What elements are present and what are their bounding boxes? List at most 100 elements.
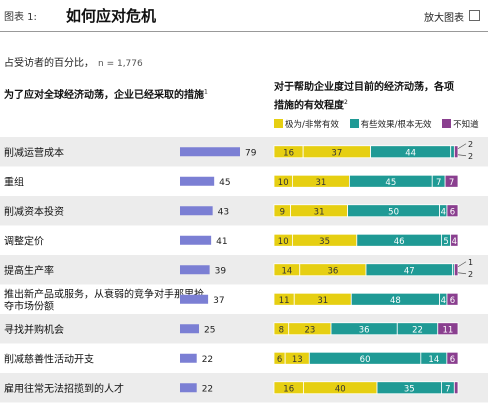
category-label: 推出新产品或服务，从衰弱的竞争对手那里抢 [4, 287, 204, 300]
category-label: 提高生产率 [4, 264, 54, 277]
sample-size: n = 1,776 [98, 59, 143, 69]
header-divider [0, 31, 488, 32]
segment-value-label: 13 [292, 355, 303, 365]
segment-value-label: 44 [405, 148, 416, 158]
segment-value-label: 11 [442, 325, 453, 335]
segment-value-label: 23 [304, 325, 315, 335]
measure-bar [180, 353, 197, 363]
segment-value-label: 9 [280, 207, 285, 217]
legend-swatch [442, 119, 452, 128]
effectiveness-segment [444, 174, 459, 188]
legend-swatch [274, 119, 283, 128]
category-label: 调整定价 [4, 234, 44, 247]
effectiveness-segment [446, 204, 459, 218]
segment-value-label: 47 [404, 266, 415, 276]
measure-value-label: 25 [204, 325, 215, 335]
measure-value-label: 45 [219, 178, 230, 188]
enlarge-chart-link[interactable]: 放大图表 [424, 13, 464, 24]
segment-value-label: 10 [278, 237, 289, 247]
subtitle-text: 占受访者的百分比， [4, 58, 94, 69]
measure-value-label: 79 [245, 148, 257, 158]
segment-value-label: 31 [314, 207, 325, 217]
segment-value-label: 22 [412, 325, 423, 335]
segment-value-label: 45 [385, 178, 396, 188]
measure-bar [180, 235, 212, 245]
callout-value-label: 1 [468, 258, 473, 267]
segment-value-label: 16 [283, 384, 294, 394]
segment-value-label: 46 [394, 237, 405, 247]
legend-item-somewhat: 有些效果/根本无效 [349, 119, 432, 130]
segment-value-label: 4 [441, 207, 446, 217]
effectiveness-segment [437, 322, 459, 336]
segment-value-label: 5 [443, 237, 448, 247]
segment-value-label: 16 [283, 148, 294, 158]
legend-label: 极为/非常有效 [285, 120, 339, 130]
segment-value-label: 8 [279, 325, 284, 335]
category-label: 削减慈善性活动开支 [4, 352, 94, 365]
callout-line [457, 154, 467, 157]
segment-value-label: 37 [331, 148, 342, 158]
callout-value-label: 2 [468, 270, 473, 279]
category-label: 削减运营成本 [4, 146, 64, 159]
effectiveness-segment [450, 233, 459, 247]
segment-value-label: 36 [359, 325, 370, 335]
left-chart-title-text: 为了应对全球经济动荡，企业已经采取的措施 [4, 90, 204, 101]
effectiveness-segment [446, 292, 459, 306]
right-chart-title: 对于帮助企业度过目前的经济动荡，各项 措施的有效程度2 [274, 80, 454, 113]
measure-value-label: 37 [213, 296, 224, 306]
effectiveness-segment [453, 263, 459, 277]
segment-value-label: 36 [327, 266, 338, 276]
segment-value-label: 7 [436, 178, 441, 188]
measure-bar [180, 265, 210, 275]
header: 图表 1: 如何应对危机 放大图表 [0, 0, 488, 30]
effectiveness-segment [453, 381, 459, 395]
callout-line [457, 261, 467, 268]
segment-value-label: 6 [277, 355, 282, 365]
measure-bar [180, 206, 213, 216]
segment-value-label: 60 [360, 355, 371, 365]
measure-bar [180, 383, 197, 393]
segment-value-label: 31 [317, 296, 328, 306]
legend-item-dont-know: 不知道 [442, 119, 479, 130]
segment-value-label: 6 [450, 355, 455, 365]
segment-value-label: 31 [316, 178, 327, 188]
segment-value-label: 6 [450, 296, 455, 306]
segment-value-label: 7 [445, 384, 450, 394]
segment-value-label: 11 [279, 296, 290, 306]
subtitle: 占受访者的百分比， n = 1,776 [4, 54, 143, 69]
legend-label: 不知道 [453, 120, 479, 130]
measure-value-label: 43 [218, 207, 229, 217]
enlarge-icon[interactable] [469, 10, 480, 21]
segment-value-label: 35 [404, 384, 415, 394]
measure-value-label: 22 [202, 384, 213, 394]
effectiveness-segment [453, 145, 459, 159]
segment-value-label: 14 [428, 355, 439, 365]
measure-value-label: 41 [216, 237, 227, 247]
segment-value-label: 4 [452, 237, 457, 247]
measure-value-label: 39 [215, 266, 227, 276]
segment-value-label: 40 [335, 384, 346, 394]
measure-value-label: 22 [202, 355, 213, 365]
callout-line [457, 272, 467, 275]
callout-value-label: 2 [468, 140, 473, 149]
category-label: 重组 [4, 175, 24, 188]
segment-value-label: 4 [441, 296, 446, 306]
left-chart-title: 为了应对全球经济动荡，企业已经采取的措施1 [4, 86, 208, 101]
callout-line [457, 143, 467, 150]
category-label: 雇用往常无法招揽到的人才 [4, 382, 124, 395]
right-chart-title-line2: 措施的有效程度 [274, 100, 344, 112]
callout-value-label: 2 [468, 152, 473, 161]
chart-title: 如何应对危机 [66, 7, 157, 25]
measure-bar [180, 324, 199, 334]
effectiveness-segment [446, 351, 459, 365]
category-label: 夺市场份额 [4, 299, 54, 312]
legend-label: 有些效果/根本无效 [360, 120, 432, 130]
segment-value-label: 6 [450, 207, 455, 217]
measure-bar [180, 176, 215, 186]
category-label: 寻找并购机会 [4, 323, 64, 336]
segment-value-label: 10 [278, 178, 289, 188]
segment-value-label: 14 [281, 266, 292, 276]
footnote-marker: 2 [344, 99, 348, 106]
measure-bar [180, 294, 209, 304]
